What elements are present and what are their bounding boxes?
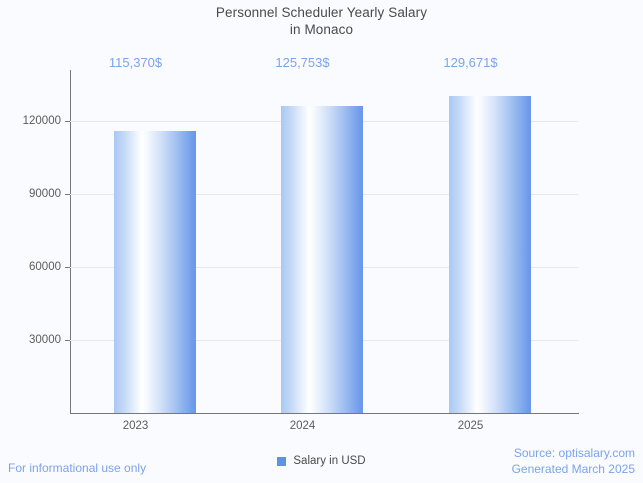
x-tick-label-2023: 2023 (122, 420, 149, 432)
x-axis-line (70, 413, 579, 414)
footer-source: Source: optisalary.com (513, 446, 635, 460)
footer-disclaimer: For informational use only (8, 461, 147, 475)
bar-2025[interactable] (449, 96, 531, 413)
chart-legend: Salary in USD (0, 455, 643, 467)
legend-item-label: Salary in USD (293, 455, 366, 467)
y-tickmark-90000 (65, 194, 70, 195)
y-axis-line (70, 70, 71, 414)
x-tick-label-2025: 2025 (457, 420, 484, 432)
chart-title-line-1: Personnel Scheduler Yearly Salary (215, 5, 428, 20)
chart-title-line-2: in Monaco (289, 22, 354, 37)
y-tickmark-60000 (65, 267, 70, 268)
y-tick-label-90000: 90000 (29, 188, 61, 200)
y-tick-label-60000: 60000 (29, 261, 61, 273)
legend-item-salary-in-usd[interactable]: Salary in USD (277, 455, 366, 467)
bar-2023[interactable] (114, 131, 196, 413)
chart-title: Personnel Scheduler Yearly Salary in Mon… (0, 4, 643, 38)
x-tick-label-2024: 2024 (289, 420, 316, 432)
footer-source-block: Source: optisalary.com Generated March 2… (512, 446, 635, 477)
legend-swatch-icon (277, 456, 287, 466)
y-tick-label-30000: 30000 (29, 334, 61, 346)
plot-area: 30000 60000 90000 120000 (23, 70, 578, 413)
value-label-2025: 129,671$ (443, 55, 498, 70)
y-tick-label-120000: 120000 (22, 115, 61, 127)
y-tickmark-120000 (65, 121, 70, 122)
footer-generated: Generated March 2025 (511, 461, 635, 476)
bar-2024[interactable] (281, 106, 363, 413)
value-label-2023: 115,370$ (108, 55, 163, 70)
y-tickmark-30000 (65, 340, 70, 341)
value-label-2024: 125,753$ (275, 55, 330, 70)
